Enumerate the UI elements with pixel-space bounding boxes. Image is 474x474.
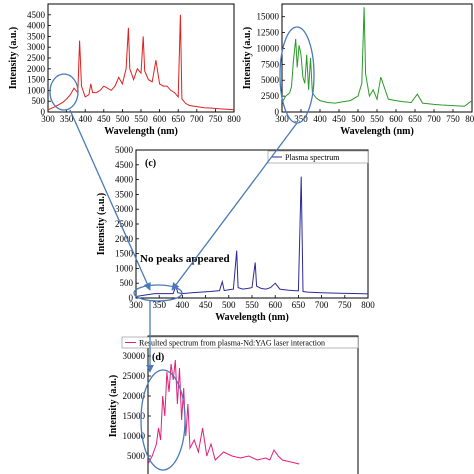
x-tick-label: 650 [292, 300, 306, 310]
x-tick-label: 750 [446, 114, 460, 124]
y-tick-label: 2000 [27, 64, 46, 74]
y-tick-label: 3500 [115, 189, 134, 199]
y-tick-label: 10000 [123, 431, 146, 441]
x-tick-label: 350 [152, 300, 166, 310]
y-tick-label: 1000 [115, 263, 134, 273]
x-tick-label: 650 [408, 114, 422, 124]
y-tick-label: 5000 [127, 451, 146, 461]
x-tick-label: 650 [171, 114, 185, 124]
y-tick-label: 500 [120, 278, 134, 288]
y-axis-label: Intensity (a.u.) [8, 27, 19, 90]
y-tick-label: 3000 [115, 204, 134, 214]
y-tick-label: 0 [129, 293, 134, 303]
legend-box [267, 150, 369, 164]
x-tick-label: 750 [338, 300, 352, 310]
x-tick-label: 400 [313, 114, 327, 124]
x-tick-label: 300 [129, 300, 143, 310]
highlight-ellipse-panel-d [140, 369, 186, 471]
y-tick-label: 15000 [257, 12, 280, 22]
x-tick-label: 450 [97, 114, 111, 124]
y-tick-label: 500 [32, 96, 46, 106]
y-tick-label: 0 [275, 107, 280, 117]
x-tick-label: 800 [361, 300, 375, 310]
x-tick-label: 550 [134, 114, 148, 124]
y-axis-label: Intensity (a.u.) [108, 375, 119, 438]
plot-frame [47, 3, 235, 113]
y-tick-label: 7500 [261, 59, 280, 69]
panel-d-laser-interaction-spectrum: 5000 10000 15000 20000 25000 30000 Intensity (… [108, 335, 359, 474]
panel-label: (d) [152, 352, 164, 363]
y-tick-label: 4500 [27, 10, 46, 20]
spectrum-line [282, 7, 472, 107]
x-tick-label: 400 [176, 300, 190, 310]
y-tick-label: 1500 [115, 249, 134, 259]
x-tick-label: 350 [60, 114, 74, 124]
annotation-no-peaks: No peaks appeared [140, 253, 230, 265]
y-tick-label: 2000 [115, 234, 134, 244]
x-tick-label: 700 [315, 300, 329, 310]
highlight-ellipse-panel-c [133, 284, 183, 302]
legend-entry: Plasma spectrum [285, 153, 340, 162]
y-tick-label: 1000 [27, 85, 46, 95]
y-tick-label: 2500 [261, 91, 280, 101]
spectrum-line [148, 359, 300, 465]
y-axis-label: Intensity (a.u.) [242, 27, 253, 90]
x-tick-label: 700 [190, 114, 204, 124]
x-tick-label: 750 [209, 114, 223, 124]
y-tick-label: 10000 [257, 43, 280, 53]
spectrum-line [48, 14, 234, 111]
x-tick-label: 500 [116, 114, 130, 124]
legend-box [121, 336, 359, 349]
y-tick-label: 12500 [257, 28, 280, 38]
y-axis-label: Intensity (a.u.) [96, 193, 107, 256]
x-axis-label: Wavelength (nm) [340, 126, 414, 137]
x-tick-label: 550 [370, 114, 384, 124]
y-tick-label: 5000 [115, 145, 134, 155]
legend-entry: Resulted spectrum from plasma-Nd:YAG las… [139, 339, 325, 348]
x-tick-label: 400 [78, 114, 92, 124]
plot-frame [135, 149, 369, 299]
spectrum-line [136, 176, 368, 297]
y-tick-label: 30000 [123, 351, 146, 361]
y-tick-label: 4000 [27, 21, 46, 31]
x-tick-label: 350 [294, 114, 308, 124]
y-tick-label: 5000 [261, 75, 280, 85]
y-tick-label: 15000 [123, 411, 146, 421]
connector-arrow-a-to-c [69, 109, 151, 291]
panel-b-green-spectrum: 300 350 400 450 500 550 600 650 700 750 800 0 2500 50… [242, 3, 474, 137]
panel-label: (c) [145, 158, 156, 169]
x-tick-label: 550 [245, 300, 259, 310]
x-tick-label: 450 [332, 114, 346, 124]
y-tick-label: 1500 [27, 75, 46, 85]
x-tick-label: 500 [222, 300, 236, 310]
highlight-ellipse-panel-b [279, 26, 315, 124]
y-tick-label: 4500 [115, 160, 134, 170]
x-tick-label: 300 [41, 114, 55, 124]
y-tick-label: 3000 [27, 42, 46, 52]
x-tick-label: 600 [153, 114, 167, 124]
x-tick-label: 600 [268, 300, 282, 310]
panel-a-red-spectrum: 300 350 400 450 500 550 600 650 700 750 8000500100… [8, 3, 241, 137]
x-tick-label: 300 [275, 114, 289, 124]
y-tick-label: 4000 [115, 175, 134, 185]
x-tick-label: 600 [389, 114, 403, 124]
plot-frame [147, 335, 359, 474]
x-tick-label: 450 [199, 300, 213, 310]
x-tick-label: 800 [227, 114, 241, 124]
highlight-ellipse-panel-a [49, 73, 79, 111]
y-tick-label: 20000 [123, 391, 146, 401]
x-tick-label: 800 [465, 114, 474, 124]
y-tick-label: 2500 [27, 53, 46, 63]
y-tick-label: 3500 [27, 31, 46, 41]
y-tick-label: 0 [41, 107, 46, 117]
x-axis-label: Wavelength (nm) [215, 312, 289, 323]
panel-c-plasma-spectrum: 300 350 400 450 500 550 600 650 700 750 800 0 500 100… [96, 145, 375, 323]
x-tick-label: 500 [351, 114, 365, 124]
y-tick-label: 25000 [123, 371, 146, 381]
connector-arrow-b-to-c [171, 122, 298, 291]
y-tick-label: 2500 [115, 219, 134, 229]
x-tick-label: 700 [427, 114, 441, 124]
x-axis-label: Wavelength (nm) [104, 126, 178, 137]
